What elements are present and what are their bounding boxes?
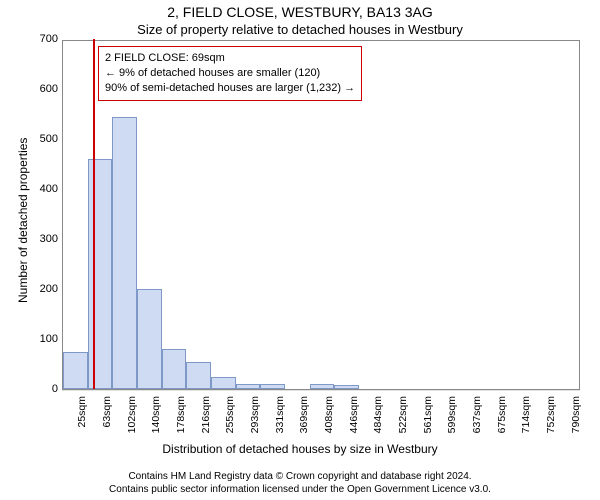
xtick-label: 752sqm bbox=[545, 396, 557, 446]
xtick-label: 369sqm bbox=[298, 396, 310, 446]
annot-line2: ← 9% of detached houses are smaller (120… bbox=[105, 66, 355, 81]
xtick-label: 25sqm bbox=[76, 396, 88, 446]
histogram-bar bbox=[186, 362, 211, 390]
chart-title-address: 2, FIELD CLOSE, WESTBURY, BA13 3AG bbox=[0, 4, 600, 20]
histogram-bar bbox=[162, 349, 187, 389]
xtick-label: 216sqm bbox=[200, 396, 212, 446]
xtick-label: 446sqm bbox=[348, 396, 360, 446]
caption-line2: Contains public sector information licen… bbox=[0, 483, 600, 496]
xtick-label: 102sqm bbox=[126, 396, 138, 446]
caption-line1: Contains HM Land Registry data © Crown c… bbox=[0, 470, 600, 483]
xtick-label: 484sqm bbox=[372, 396, 384, 446]
xtick-label: 675sqm bbox=[496, 396, 508, 446]
ytick-label: 400 bbox=[28, 183, 58, 195]
ytick-label: 300 bbox=[28, 233, 58, 245]
histogram-bar bbox=[260, 384, 285, 389]
histogram-bar bbox=[112, 117, 137, 390]
y-axis-label: Number of detached properties bbox=[16, 137, 30, 302]
histogram-bar bbox=[236, 384, 261, 389]
xtick-label: 790sqm bbox=[570, 396, 582, 446]
xtick-label: 63sqm bbox=[101, 396, 113, 446]
xtick-label: 714sqm bbox=[520, 396, 532, 446]
xtick-label: 331sqm bbox=[274, 396, 286, 446]
gridline bbox=[62, 390, 580, 391]
ytick-label: 600 bbox=[28, 83, 58, 95]
chart-container: 2, FIELD CLOSE, WESTBURY, BA13 3AG Size … bbox=[0, 0, 600, 500]
annot-line1: 2 FIELD CLOSE: 69sqm bbox=[105, 51, 355, 66]
ytick-label: 200 bbox=[28, 283, 58, 295]
callout-annotation: 2 FIELD CLOSE: 69sqm ← 9% of detached ho… bbox=[98, 46, 362, 101]
xtick-label: 637sqm bbox=[471, 396, 483, 446]
xtick-label: 140sqm bbox=[150, 396, 162, 446]
ytick-label: 700 bbox=[28, 33, 58, 45]
caption: Contains HM Land Registry data © Crown c… bbox=[0, 470, 600, 496]
ytick-label: 100 bbox=[28, 333, 58, 345]
histogram-bar bbox=[334, 385, 359, 389]
xtick-label: 178sqm bbox=[175, 396, 187, 446]
chart-subtitle: Size of property relative to detached ho… bbox=[0, 22, 600, 37]
ytick-label: 0 bbox=[28, 383, 58, 395]
xtick-label: 293sqm bbox=[249, 396, 261, 446]
xtick-label: 408sqm bbox=[323, 396, 335, 446]
histogram-bar bbox=[310, 384, 335, 389]
histogram-bar bbox=[211, 377, 236, 390]
xtick-label: 255sqm bbox=[224, 396, 236, 446]
histogram-bar bbox=[88, 159, 113, 389]
annot-line3: 90% of semi-detached houses are larger (… bbox=[105, 81, 355, 96]
histogram-bar bbox=[137, 289, 162, 389]
xtick-label: 561sqm bbox=[422, 396, 434, 446]
xtick-label: 522sqm bbox=[397, 396, 409, 446]
histogram-bar bbox=[63, 352, 88, 390]
xtick-label: 599sqm bbox=[446, 396, 458, 446]
property-marker-line bbox=[93, 39, 95, 389]
ytick-label: 500 bbox=[28, 133, 58, 145]
